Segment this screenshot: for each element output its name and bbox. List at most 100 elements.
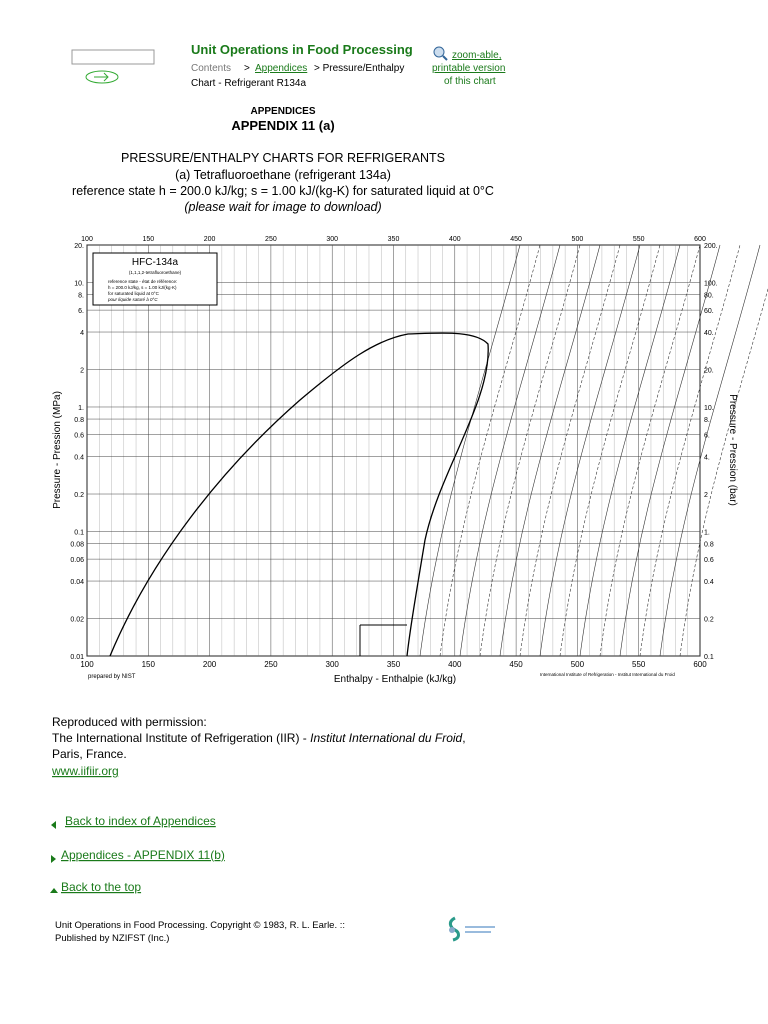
zoom-note: of this chart — [444, 76, 496, 87]
y-tick-label: 0.6 — [74, 433, 84, 440]
isentrope — [619, 244, 721, 657]
y-tick-label: 0.08 — [70, 542, 84, 549]
chart-heading: (a) Tetrafluoroethane (refrigerant 134a) — [175, 168, 391, 182]
y2-tick-label: 6. — [704, 433, 710, 440]
y2-tick-label: 4. — [704, 455, 710, 462]
y-tick-label: 8. — [78, 293, 84, 300]
breadcrumb-appendices[interactable]: Appendices — [255, 63, 307, 74]
isentrope — [499, 244, 601, 657]
y-tick-label: 20. — [74, 243, 84, 250]
x-tick-label: 200 — [204, 236, 216, 243]
y2-tick-label: 20. — [704, 368, 714, 375]
isotherm — [359, 624, 407, 656]
x-tick-label: 350 — [388, 236, 400, 243]
x-tick-label: 250 — [264, 660, 278, 669]
chart-heading: PRESSURE/ENTHALPY CHARTS FOR REFRIGERANT… — [121, 151, 445, 165]
right-arrow — [51, 855, 56, 863]
y2-tick-label: 0.8 — [704, 542, 714, 549]
appendix-heading: APPENDIX 11 (a) — [231, 118, 334, 133]
x-axis-label: Enthalpy - Enthalpie (kJ/kg) — [334, 674, 456, 685]
x-tick-label: 250 — [265, 236, 277, 243]
left-arrow — [51, 821, 56, 829]
box-text: h = 200.0 kJ/kg, s = 1.00 kJ/(kg·K) — [108, 285, 177, 290]
zoom-link[interactable]: printable version — [432, 63, 505, 74]
x-tick-label: 200 — [203, 660, 217, 669]
breadcrumb-current: Chart - Refrigerant R134a — [191, 78, 306, 89]
legend-box — [92, 252, 218, 306]
copyright: Unit Operations in Food Processing. Copy… — [55, 920, 345, 931]
y-tick-label: 0.02 — [70, 617, 84, 624]
x-tick-label: 550 — [633, 236, 645, 243]
next-button[interactable] — [85, 70, 119, 84]
y-tick-label: 4 — [80, 330, 84, 337]
y2-tick-label: 200. — [704, 243, 718, 250]
y-axis-label: Pressure - Pression (MPa) — [52, 391, 63, 509]
permission-text: Paris, France. — [52, 747, 127, 761]
y-tick-label: 6. — [78, 308, 84, 315]
x-tick-label: 300 — [326, 660, 340, 669]
breadcrumb-home[interactable]: Contents — [191, 63, 231, 74]
section-heading: APPENDICES — [250, 106, 315, 117]
iir-link[interactable]: www.iifiir.org — [51, 764, 119, 778]
isentrope — [639, 244, 741, 657]
isentrope — [659, 244, 761, 657]
permission-text: Reproduced with permission: — [52, 715, 207, 729]
x-tick-label: 450 — [510, 236, 522, 243]
y-tick-label: 0.2 — [74, 492, 84, 499]
zoom-icon[interactable] — [433, 46, 448, 61]
box-text: pour liquide saturé à 0°C — [107, 297, 158, 302]
box-text: for saturated liquid at 0°C — [108, 291, 160, 296]
x-tick-label: 150 — [142, 660, 156, 669]
x-tick-label: 500 — [571, 660, 585, 669]
y2-tick-label: 0.6 — [704, 557, 714, 564]
isentrope — [559, 244, 661, 657]
copyright: Published by NZIFST (Inc.) — [55, 933, 169, 944]
y-tick-label: 1. — [78, 405, 84, 412]
nav-link[interactable]: Back to index of Appendices — [65, 814, 216, 828]
nzifst-logo — [448, 916, 495, 942]
y-tick-label: 0.01 — [70, 654, 84, 661]
x-tick-label: 600 — [693, 660, 707, 669]
isentrope — [599, 244, 701, 657]
breadcrumb-sep: > — [244, 63, 250, 74]
y2-tick-label: 10. — [704, 405, 714, 412]
y-tick-label: 2 — [80, 368, 84, 375]
credit: International Institute of Refrigeration… — [540, 672, 675, 677]
isentrope — [459, 244, 561, 657]
isentrope — [439, 244, 541, 657]
y-tick-label: 0.1 — [74, 529, 84, 536]
credit: prepared by NIST — [88, 674, 136, 680]
x-tick-label: 450 — [509, 660, 523, 669]
x-tick-label: 500 — [572, 236, 584, 243]
x-tick-label: 350 — [387, 660, 401, 669]
isentrope — [579, 244, 681, 657]
y2-tick-label: 0.2 — [704, 617, 714, 624]
y-tick-label: 0.06 — [70, 557, 84, 564]
nav-link[interactable]: Back to the top — [61, 880, 141, 894]
x-tick-label: 600 — [694, 236, 706, 243]
isentrope — [679, 287, 768, 657]
isentrope — [519, 244, 621, 657]
y2-tick-label: 100. — [704, 280, 718, 287]
y2-tick-label: 40. — [704, 330, 714, 337]
y2-tick-label: 0.4 — [704, 579, 714, 586]
ph-chart: HFC-134a (1,1,1,2-tetrafluoroethane) ref… — [52, 236, 768, 685]
x-tick-label: 100 — [80, 660, 94, 669]
y2-tick-label: 2 — [704, 492, 708, 499]
x-tick-label: 100 — [81, 236, 93, 243]
breadcrumb-current: > Pressure/Enthalpy — [314, 63, 404, 74]
isentrope — [419, 244, 521, 657]
x-tick-label: 400 — [448, 660, 462, 669]
nav-link[interactable]: Appendices - APPENDIX 11(b) — [61, 848, 225, 862]
box-title: HFC-134a — [132, 257, 179, 268]
saturation-dome — [109, 332, 489, 657]
search-box[interactable] — [71, 49, 155, 65]
x-tick-label: 300 — [326, 236, 338, 243]
site-title[interactable]: Unit Operations in Food Processing — [191, 42, 413, 57]
zoom-link[interactable]: zoom-able, — [452, 50, 501, 61]
y2-tick-label: 1. — [704, 529, 710, 536]
y2-tick-label: 0.1 — [704, 654, 714, 661]
isentrope — [539, 244, 641, 657]
chart-heading: (please wait for image to download) — [184, 200, 381, 214]
